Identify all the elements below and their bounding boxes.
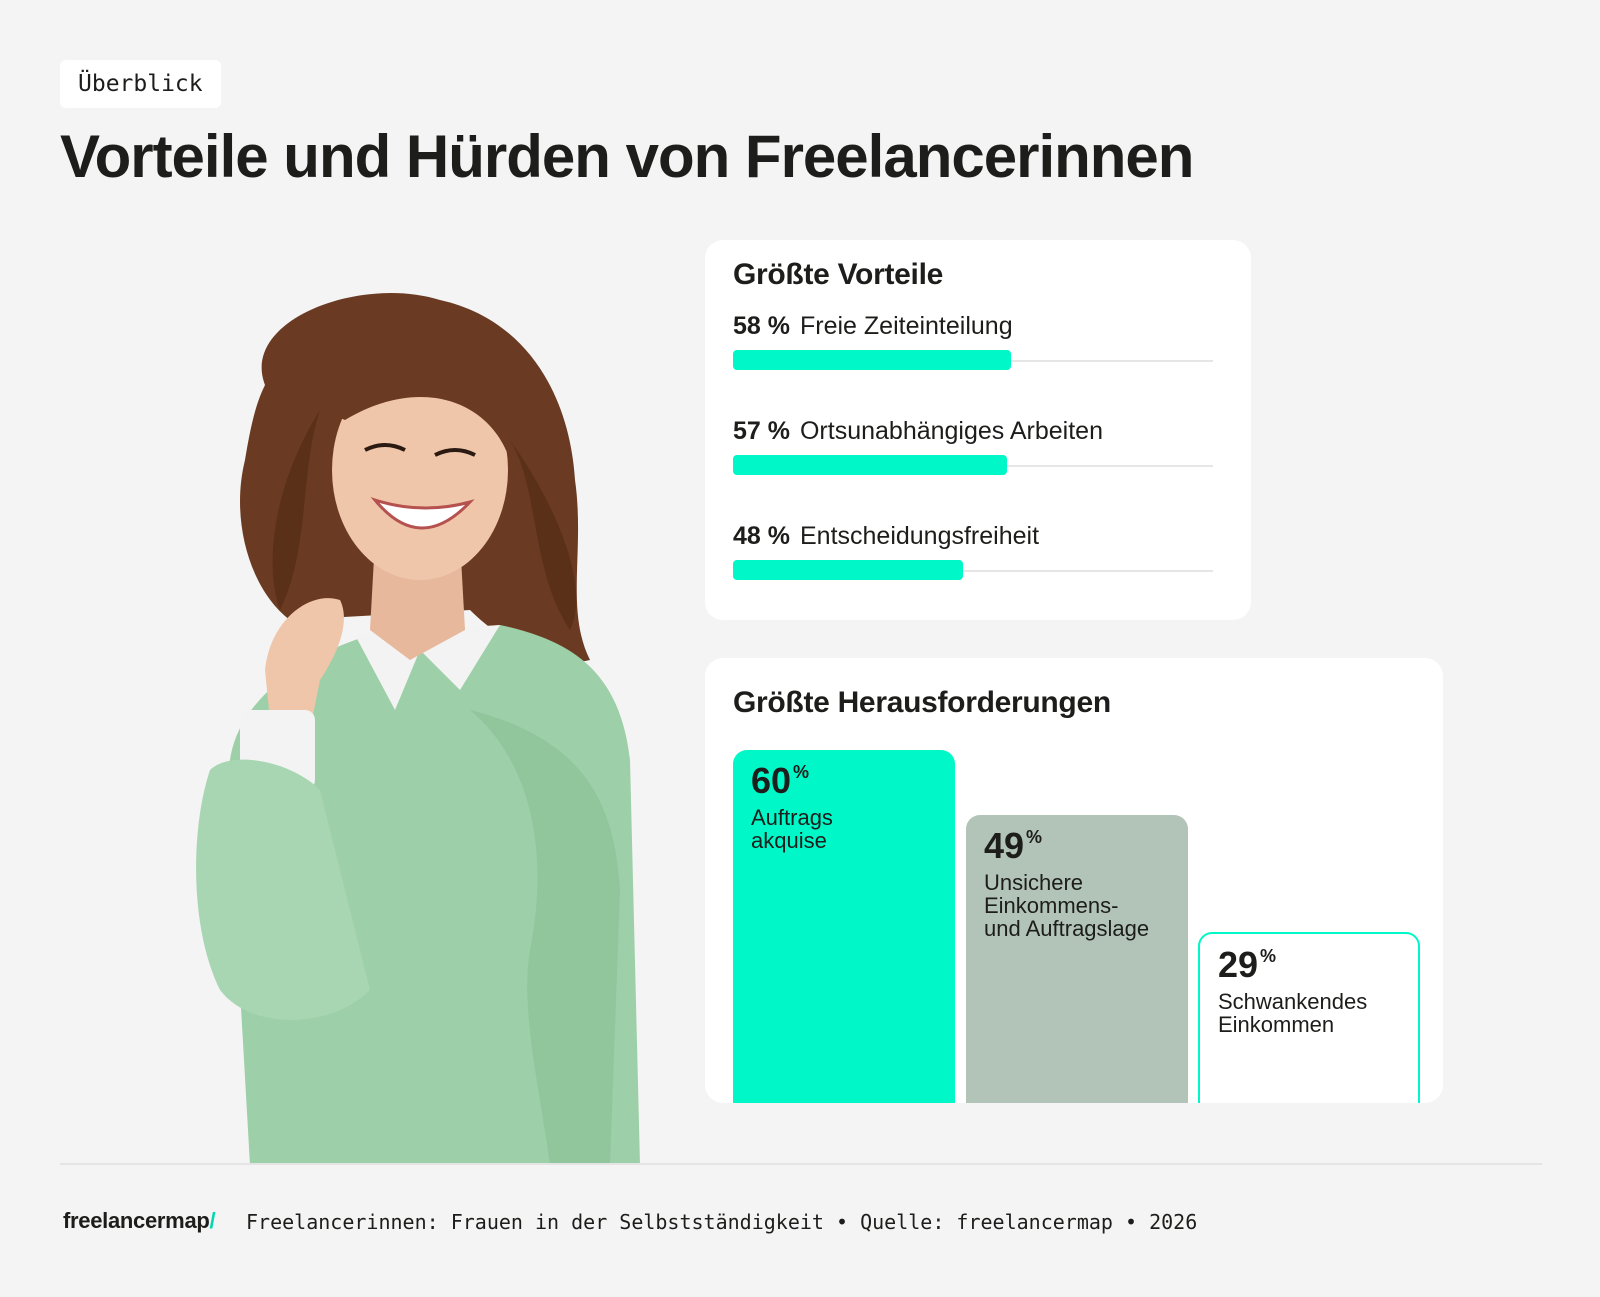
- advantage-track: [733, 570, 1213, 572]
- challenge-value: 49%: [984, 825, 1043, 866]
- advantage-item: 58 % Freie Zeiteinteilung: [733, 312, 1213, 382]
- advantage-label: 48 % Entscheidungsfreiheit: [733, 522, 1213, 551]
- advantage-category: Freie Zeiteinteilung: [799, 312, 1013, 340]
- advantage-label: 58 % Freie Zeiteinteilung: [733, 312, 1213, 341]
- advantage-value: 48 %: [733, 522, 790, 550]
- challenge-label: Schwankendes Einkommen: [1218, 989, 1368, 1037]
- advantages-card: Größte Vorteile 58 % Freie Zeiteinteilung…: [705, 240, 1251, 620]
- challenge-bar: 29% Schwankendes Einkommen: [1198, 932, 1420, 1103]
- challenge-value: 29%: [1218, 944, 1277, 985]
- advantage-bar: [733, 350, 1011, 370]
- advantages-title: Größte Vorteile: [733, 258, 943, 291]
- challenge-label: Auftrags akquise: [751, 805, 833, 853]
- footer-source: Freelancerinnen: Frauen in der Selbststä…: [246, 1210, 1198, 1234]
- footer-divider: [60, 1163, 1542, 1165]
- challenge-bar: 60% Auftrags akquise: [733, 750, 955, 1103]
- overview-tag: Überblick: [60, 60, 221, 108]
- challenge-label: Unsichere Einkommens-und Auftragslage: [984, 870, 1150, 941]
- advantage-bar: [733, 560, 963, 580]
- woman-photo: [196, 292, 641, 1165]
- challenge-value: 60%: [751, 760, 810, 801]
- page-title: Vorteile und Hürden von Freelancerinnen: [60, 123, 1194, 190]
- advantage-category: Entscheidungsfreiheit: [799, 522, 1040, 550]
- challenges-title: Größte Herausforderungen: [733, 686, 1111, 719]
- advantage-item: 48 % Entscheidungsfreiheit: [733, 522, 1213, 592]
- advantage-bar: [733, 455, 1007, 475]
- challenge-bar: 49% Unsichere Einkommens-und Auftragslage: [966, 815, 1188, 1103]
- challenges-card: Größte Herausforderungen 60% Auftrags akqu…: [705, 658, 1443, 1103]
- advantage-item: 57 % Ortsunabhängiges Arbeiten: [733, 417, 1213, 487]
- advantage-category: Ortsunabhängiges Arbeiten: [799, 417, 1103, 445]
- advantage-value: 58 %: [733, 312, 790, 340]
- advantage-value: 57 %: [733, 417, 790, 445]
- freelancermap-logo: freelancermap/: [63, 1208, 216, 1233]
- advantage-label: 57 % Ortsunabhängiges Arbeiten: [733, 417, 1213, 446]
